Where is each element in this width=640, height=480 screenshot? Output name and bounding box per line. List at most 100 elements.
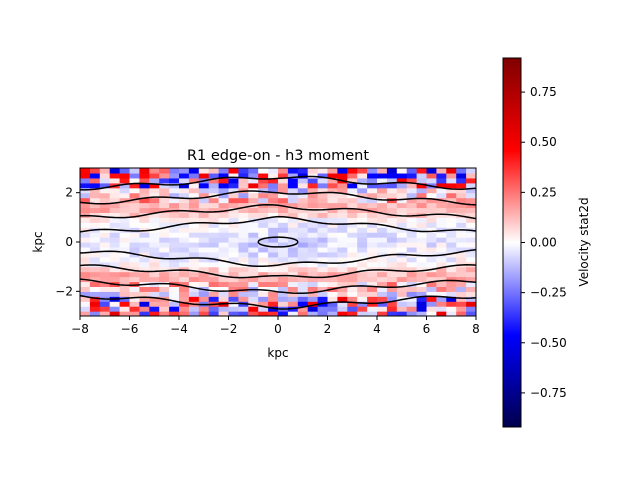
heatmap-cell	[466, 266, 476, 273]
heatmap-cell	[436, 237, 447, 243]
heatmap-cell	[89, 276, 101, 283]
heatmap-cell	[317, 246, 329, 253]
heatmap-cell	[347, 207, 358, 213]
heatmap-cell	[268, 168, 279, 174]
heatmap-cell	[347, 172, 358, 179]
heatmap-cell	[406, 296, 418, 302]
heatmap-cell	[159, 286, 170, 292]
heatmap-cell	[297, 291, 309, 297]
heatmap-cell	[436, 306, 447, 312]
heatmap-cell	[278, 227, 289, 233]
heatmap-cell	[268, 217, 279, 223]
heatmap-cell	[466, 182, 476, 189]
heatmap-cell	[446, 172, 457, 179]
heatmap-cell	[386, 246, 398, 253]
colorbar-gradient	[503, 58, 521, 427]
heatmap-cell	[446, 296, 457, 302]
heatmap-cell	[139, 232, 150, 238]
heatmap-cell	[396, 242, 408, 248]
heatmap-cell	[169, 276, 180, 283]
heatmap-cell	[337, 291, 348, 297]
heatmap-cell	[139, 202, 150, 209]
heatmap-cell	[169, 286, 180, 292]
heatmap-cell	[297, 256, 309, 263]
heatmap-cell	[347, 301, 358, 307]
heatmap-cell	[129, 301, 140, 307]
heatmap-cell	[218, 237, 230, 243]
heatmap-cell	[367, 296, 378, 302]
heatmap-cell	[337, 261, 348, 268]
heatmap-cell	[208, 237, 220, 243]
heatmap-cell	[258, 187, 269, 194]
heatmap-cell	[337, 301, 348, 307]
heatmap-cell	[109, 222, 121, 228]
heatmap-cell	[188, 246, 200, 253]
heatmap-cell	[159, 256, 170, 263]
heatmap-cell	[386, 182, 398, 189]
heatmap-cell	[347, 266, 358, 273]
heatmap-cell	[119, 212, 131, 218]
heatmap-cell	[456, 217, 467, 223]
heatmap-cell	[149, 197, 160, 204]
heatmap-cell	[228, 237, 239, 243]
contour-line	[80, 294, 476, 310]
heatmap-cell	[268, 296, 279, 302]
heatmap-cell	[119, 261, 131, 268]
heatmap-cell	[149, 182, 160, 189]
heatmap-cell	[456, 271, 467, 278]
heatmap-cell	[406, 242, 418, 248]
heatmap-cell	[436, 276, 447, 283]
heatmap-cell	[80, 266, 91, 273]
heatmap-cell	[80, 222, 91, 228]
heatmap-cell	[317, 197, 329, 204]
heatmap-cell	[406, 237, 418, 243]
heatmap-cell	[119, 207, 131, 213]
heatmap-cell	[268, 286, 279, 292]
heatmap-cell	[406, 172, 418, 179]
contour-line	[80, 204, 476, 220]
heatmap-cell	[238, 192, 249, 199]
heatmap-cell	[218, 217, 230, 223]
heatmap-cell	[258, 286, 269, 292]
heatmap-cell	[426, 202, 437, 209]
heatmap-cell	[406, 281, 418, 287]
heatmap-cell	[268, 187, 279, 194]
heatmap-cell	[357, 296, 368, 302]
heatmap-cell	[456, 232, 467, 238]
heatmap-cell	[327, 202, 338, 209]
heatmap-cell	[80, 202, 91, 209]
heatmap-cell	[297, 172, 309, 179]
heatmap-cell	[179, 217, 190, 223]
heatmap-cell	[436, 207, 447, 213]
heatmap-cell	[347, 276, 358, 283]
heatmap-cell	[446, 281, 457, 287]
heatmap-cell	[416, 202, 428, 209]
heatmap-cell	[179, 168, 190, 174]
heatmap-cell	[119, 281, 131, 287]
heatmap-cell	[109, 212, 121, 218]
heatmap-cell	[198, 227, 210, 233]
heatmap-cell	[287, 251, 299, 258]
heatmap-cell	[327, 271, 338, 278]
heatmap-cell	[208, 212, 220, 218]
heatmap-cell	[228, 291, 239, 297]
heatmap-cell	[446, 222, 457, 228]
heatmap-cell	[287, 168, 299, 174]
heatmap-cell	[238, 281, 249, 287]
heatmap-cell	[377, 177, 388, 184]
heatmap-cell	[396, 281, 408, 287]
heatmap-cell	[357, 197, 368, 204]
heatmap-cell	[238, 217, 249, 223]
heatmap-cell	[119, 286, 131, 292]
heatmap-cell	[456, 242, 467, 248]
heatmap-cell	[268, 232, 279, 238]
heatmap-cell	[287, 266, 299, 273]
heatmap-cell	[367, 197, 378, 204]
heatmap-cell	[406, 266, 418, 273]
heatmap-cell	[188, 286, 200, 292]
heatmap-cell	[218, 227, 230, 233]
heatmap-cell	[317, 286, 329, 292]
heatmap-cell	[159, 212, 170, 218]
heatmap-cell	[317, 217, 329, 223]
heatmap-cell	[99, 192, 111, 199]
